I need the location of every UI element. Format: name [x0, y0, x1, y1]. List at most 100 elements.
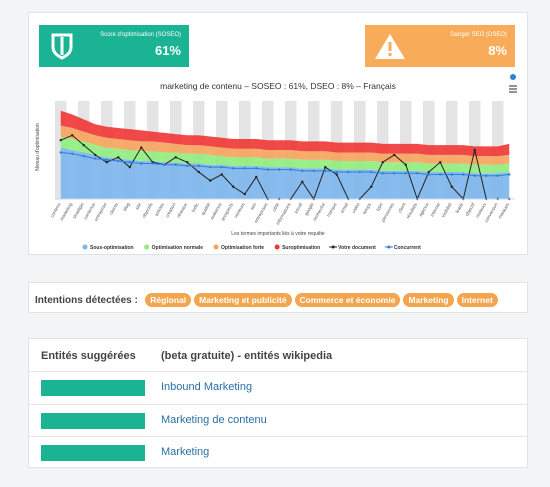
x-tick-label: agence: [418, 202, 430, 218]
help-icon[interactable]: [510, 74, 516, 80]
legend-marker: [213, 244, 219, 250]
point: [450, 173, 453, 176]
point: [255, 167, 258, 170]
legend-marker: [387, 245, 391, 249]
x-tick-label: résultats: [405, 201, 418, 219]
point: [347, 170, 350, 174]
point: [117, 159, 120, 163]
point: [151, 162, 154, 165]
entity-bar: [41, 380, 145, 396]
point: [301, 169, 304, 173]
area: [60, 147, 510, 199]
entity-row: Marketing: [29, 436, 527, 469]
chart-card: Score d'optimisation (SOSEO) 61% Danger …: [28, 12, 528, 255]
intent-tag[interactable]: Marketing et publicité: [194, 293, 292, 307]
point: [186, 164, 189, 168]
point: [393, 153, 396, 157]
point: [439, 161, 442, 164]
x-tick-label: email: [339, 202, 349, 214]
point: [186, 161, 189, 164]
header: Entités suggérées: [41, 350, 136, 362]
point: [496, 174, 499, 177]
point: [128, 161, 131, 164]
point: [462, 173, 465, 176]
point: [427, 173, 430, 176]
point: [174, 163, 177, 166]
point: [404, 163, 407, 166]
intent-tag[interactable]: Internet: [456, 293, 498, 307]
intentions: Intentions détectées : Régional Marketing…: [35, 290, 498, 308]
point: [140, 146, 143, 149]
x-tick-label: seo: [249, 202, 257, 211]
point: [416, 172, 419, 175]
point: [220, 165, 223, 169]
point: [450, 185, 453, 188]
x-tick-label: objectif: [464, 201, 476, 216]
point: [439, 173, 442, 176]
area: [60, 125, 510, 165]
x-tick-label: site: [134, 202, 142, 211]
intent-tag[interactable]: Marketing: [403, 293, 454, 307]
point: [59, 151, 62, 154]
legend-label: Concurrent: [394, 245, 421, 251]
point: [232, 167, 235, 170]
point: [324, 169, 327, 173]
x-tick-label: visibilité: [440, 202, 452, 219]
legend-label: Optimisation forte: [221, 245, 264, 251]
legend-label: Sous-optimisation: [90, 245, 134, 251]
line: [60, 151, 510, 177]
x-tick-label: qualité: [200, 202, 211, 216]
intent-tag[interactable]: Commerce et économie: [294, 293, 401, 307]
x-tick-label: objectifs: [141, 201, 154, 218]
x-tick-label: réseaux: [176, 201, 189, 218]
intent-tag[interactable]: Régional: [145, 293, 192, 307]
point: [209, 165, 212, 169]
entity-link[interactable]: Inbound Marketing: [161, 381, 253, 393]
y-axis-title: Niveau d'optimisation: [35, 123, 41, 171]
x-tick-label: visiteurs: [233, 201, 246, 218]
x-tick-label: client: [397, 201, 407, 213]
point: [140, 162, 143, 165]
intentions-card: Intentions détectées : Régional Marketing…: [28, 282, 528, 313]
point: [312, 169, 315, 173]
legend-label: Optimisation normale: [152, 245, 204, 251]
legend-marker: [82, 244, 88, 250]
point: [82, 154, 85, 158]
entity-bar: [41, 445, 145, 461]
entity-link[interactable]: Marketing: [161, 446, 210, 458]
header: (beta gratuite) - entités wikipedia: [161, 350, 333, 362]
point: [209, 179, 212, 182]
point: [266, 168, 269, 171]
point: [404, 172, 407, 175]
menu-icon[interactable]: [509, 85, 517, 93]
point: [473, 148, 476, 152]
entity-link[interactable]: Marketing de contenu: [161, 413, 267, 426]
point: [485, 174, 488, 177]
point: [278, 168, 281, 171]
area: [60, 136, 510, 174]
point: [174, 156, 177, 159]
point: [232, 185, 235, 188]
point: [71, 134, 74, 137]
point: [197, 164, 200, 168]
kpi-dseo: Danger SEO (DSEO) 8%: [365, 25, 515, 67]
kpi-label: Score d'optimisation (SOSEO): [100, 32, 181, 38]
point: [82, 143, 85, 147]
point: [243, 167, 246, 170]
shield-icon: [51, 33, 73, 60]
point: [59, 139, 62, 142]
x-tick-label: leads: [454, 201, 464, 213]
kpi-label: Danger SEO (DSEO): [450, 32, 507, 38]
kpi-soseo: Score d'optimisation (SOSEO) 61%: [39, 25, 189, 67]
legend-label: Suroptimisation: [282, 245, 320, 251]
x-tick-label: social: [293, 202, 303, 214]
point: [94, 157, 97, 160]
point: [370, 185, 373, 188]
x-tick-label: vidéo: [351, 202, 361, 214]
x-tick-label: cible: [271, 202, 280, 213]
point: [508, 173, 511, 176]
x-tick-label: marque: [326, 202, 338, 218]
x-axis-title: Les termes importants liés à votre requê…: [231, 231, 325, 237]
point: [358, 170, 361, 174]
